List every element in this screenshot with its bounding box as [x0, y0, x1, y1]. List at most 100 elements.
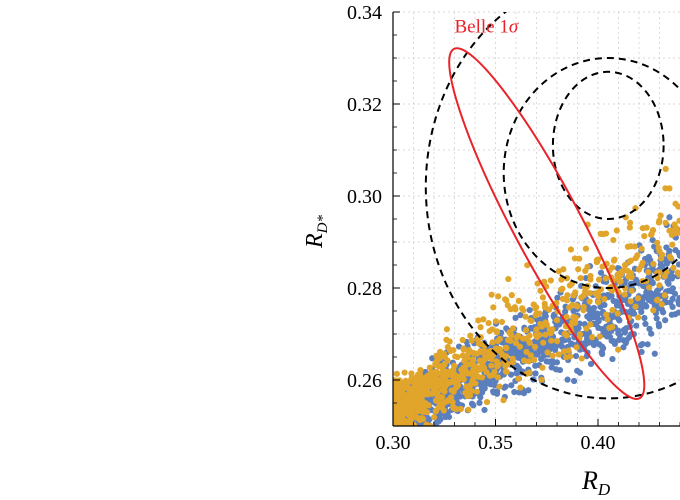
scatter-point [669, 241, 676, 248]
scatter-point [642, 320, 649, 328]
scatter-point [464, 354, 471, 362]
scatter-point [635, 314, 642, 321]
scatter-point [488, 355, 495, 363]
scatter-point [586, 298, 593, 305]
scatter-point [676, 295, 680, 302]
scatter-point [481, 406, 488, 414]
x-tick-label: 0.40 [581, 432, 616, 454]
scatter-point [570, 307, 577, 315]
scatter-point [450, 346, 457, 354]
scatter-point [494, 374, 501, 381]
scatter-point [553, 343, 560, 350]
scatter-point [654, 239, 661, 246]
scatter-point [454, 400, 461, 407]
scatter-point [489, 326, 496, 333]
scatter-point [393, 410, 397, 417]
scatter-point [662, 165, 669, 173]
scatter-point [572, 352, 580, 360]
scatter-point [454, 353, 461, 361]
scatter-point [660, 309, 667, 316]
x-axis-label: RD [581, 466, 611, 499]
scatter-point [483, 354, 490, 361]
scatter-point [641, 314, 648, 322]
scatter-point [593, 257, 601, 264]
scatter-point [520, 307, 527, 314]
scatter-point [538, 323, 545, 330]
scatter-point [393, 414, 397, 422]
scatter-point [540, 278, 548, 285]
scatter-point [508, 382, 515, 389]
scatter-point [627, 257, 634, 264]
scatter-point [542, 331, 549, 338]
scatter-point [665, 287, 672, 294]
scatter-point [502, 353, 510, 360]
scatter-point [662, 219, 669, 226]
scatter-point [496, 335, 503, 342]
scatter-point [638, 245, 645, 252]
scatter-point [511, 388, 518, 396]
scatter-point [489, 339, 496, 346]
scatter-point [575, 266, 582, 273]
scatter-point [483, 369, 490, 376]
scatter-point [573, 344, 580, 351]
scatter-point [415, 386, 422, 393]
dashed-contour [502, 57, 680, 289]
scatter-point [621, 329, 629, 336]
scatter-point [646, 284, 653, 291]
scatter-point [654, 275, 661, 282]
scatter-point [531, 343, 539, 351]
scatter-point [676, 271, 680, 278]
scatter-point [665, 280, 672, 287]
scatter-point [477, 324, 484, 331]
scatter-point [464, 392, 471, 400]
scatter-point [500, 397, 507, 404]
x-tick-label: 0.30 [376, 432, 411, 454]
scatter-point [609, 323, 616, 331]
scatter-point [494, 363, 501, 370]
scatter-point [587, 321, 594, 328]
belle-ellipse [448, 47, 646, 400]
scatter-point [610, 236, 617, 244]
scatter-point [445, 380, 452, 387]
scatter-point [601, 295, 608, 303]
scatter-point [509, 325, 517, 332]
scatter-point [532, 362, 539, 369]
scatter-point [603, 311, 610, 318]
scatter-point [661, 292, 669, 299]
scatter-point [562, 308, 569, 315]
scatter-point [508, 292, 515, 299]
scatter-point [671, 230, 678, 237]
scatter-point [526, 369, 533, 376]
scatter-point [658, 301, 665, 308]
scatter-point [432, 361, 439, 368]
scatter-point [571, 377, 578, 385]
scatter-point [504, 302, 511, 309]
scatter-point [595, 299, 602, 306]
scatter-point [512, 314, 519, 321]
scatter-point [621, 261, 629, 269]
scatter-point [537, 287, 544, 294]
scatter-point [555, 351, 562, 358]
scatter-point [656, 282, 663, 289]
scatter-point [422, 374, 429, 381]
scatter-point [563, 313, 570, 321]
scatter-point [466, 361, 473, 368]
scatter-point [655, 323, 663, 330]
scatter-point [416, 415, 423, 422]
scatter-point [519, 335, 527, 342]
scatter-point [420, 379, 427, 386]
scatter-point [427, 422, 434, 426]
scatter-point [468, 337, 475, 344]
scatter-point [426, 364, 433, 371]
scatter-point [638, 308, 645, 315]
scatter-point [470, 402, 477, 409]
scatter-point [399, 411, 407, 418]
scatter-point [657, 212, 664, 219]
scatter-point [427, 390, 435, 397]
scatter-point [549, 357, 556, 365]
scatter-point [632, 303, 639, 310]
scatter-point [610, 337, 617, 345]
scatter-point [654, 287, 662, 294]
scatter-point [615, 346, 622, 353]
